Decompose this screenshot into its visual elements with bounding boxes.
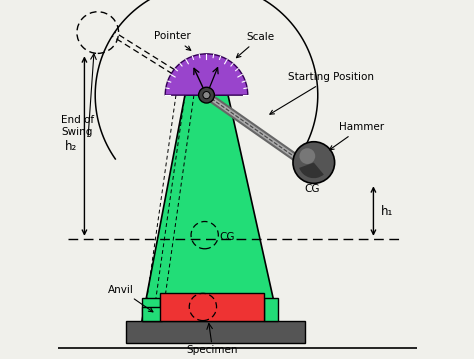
Wedge shape — [165, 54, 248, 95]
Circle shape — [203, 92, 210, 99]
Text: Pointer: Pointer — [155, 32, 191, 50]
Text: End of
Swing: End of Swing — [61, 115, 94, 137]
Circle shape — [199, 87, 214, 103]
Bar — [160, 293, 264, 321]
Text: h₁: h₁ — [381, 205, 394, 218]
Circle shape — [300, 148, 315, 164]
Text: CG: CG — [220, 232, 235, 242]
Bar — [142, 298, 160, 321]
Text: Starting Position: Starting Position — [270, 73, 374, 114]
Bar — [142, 307, 162, 321]
Circle shape — [293, 142, 335, 183]
Text: Hammer: Hammer — [329, 122, 384, 150]
Text: Scale: Scale — [237, 32, 274, 58]
Text: h₂: h₂ — [64, 140, 77, 153]
Text: Anvil: Anvil — [108, 285, 153, 312]
Text: CG: CG — [304, 185, 320, 194]
Text: Specimen: Specimen — [186, 345, 237, 355]
Bar — [126, 321, 305, 343]
Polygon shape — [142, 95, 278, 321]
Bar — [264, 298, 278, 321]
Wedge shape — [299, 163, 324, 178]
